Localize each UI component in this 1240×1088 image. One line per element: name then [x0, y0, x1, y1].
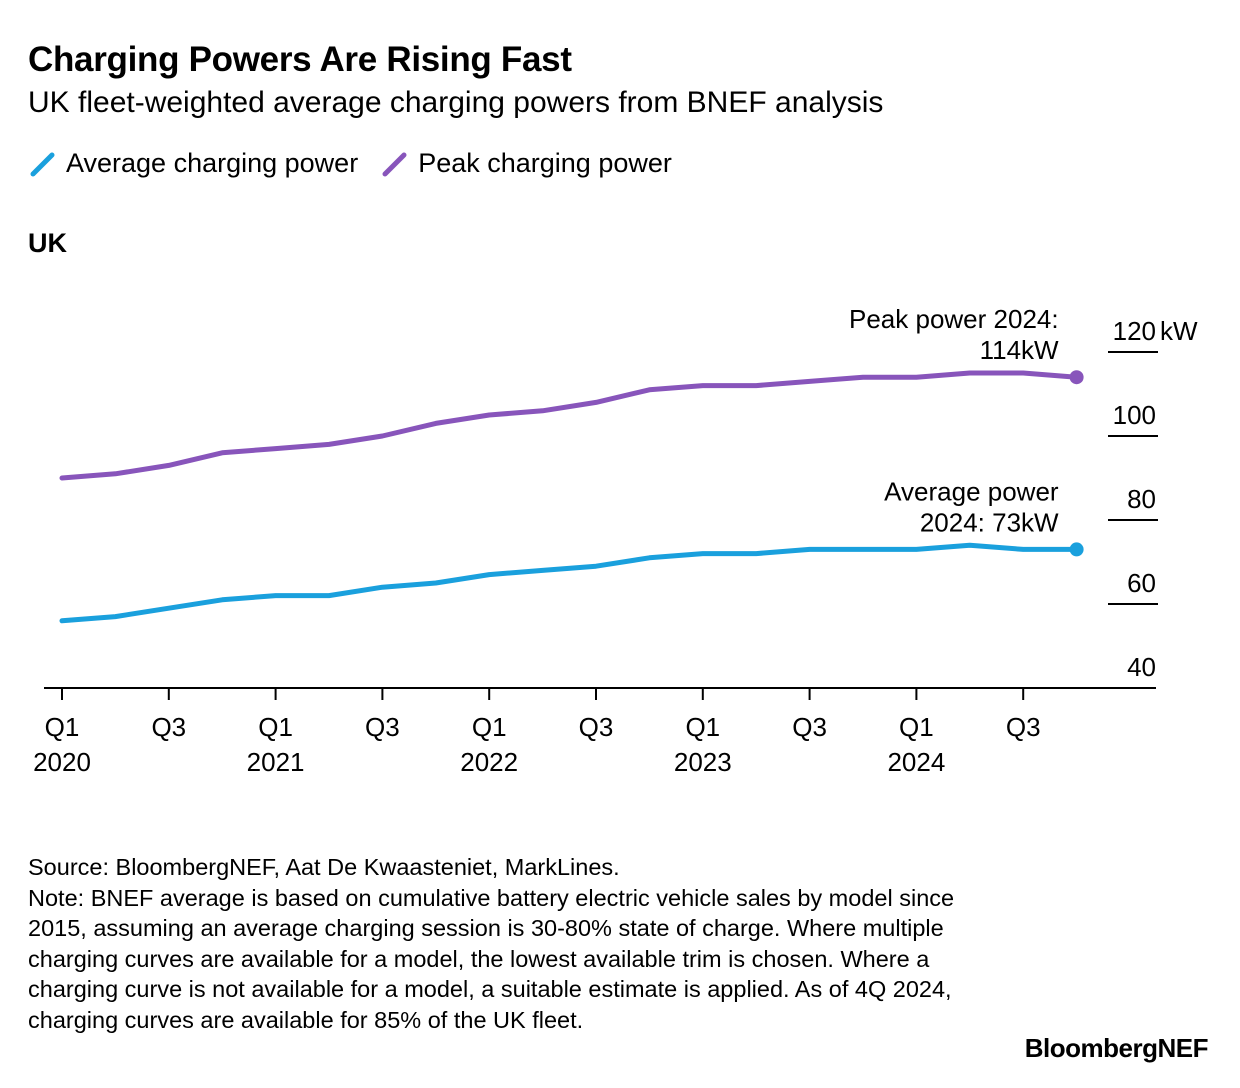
- panel-label: UK: [28, 228, 67, 258]
- legend-item-average: Average charging power: [28, 148, 358, 179]
- annotation-average-line-1: 2024: 73kW: [920, 507, 1059, 537]
- legend: Average charging power Peak charging pow…: [28, 148, 694, 179]
- x-tick-year-8: 2024: [887, 747, 945, 777]
- chart-subtitle: UK fleet-weighted average charging power…: [28, 86, 884, 119]
- series-line-peak: [59, 370, 1080, 481]
- legend-swatch-peak: [382, 152, 407, 176]
- note-text: Note: BNEF average is based on cumulativ…: [28, 884, 955, 1033]
- y-tick-label-40: 40: [1127, 652, 1156, 682]
- x-tick-label-1: Q3: [151, 712, 186, 742]
- x-tick-label-3: Q3: [365, 712, 400, 742]
- source-text: Source: BloombergNEF, Aat De Kwaasteniet…: [28, 854, 620, 880]
- end-marker-peak: [1069, 370, 1084, 385]
- y-tick-label-120: 120: [1113, 316, 1156, 346]
- end-marker-average: [1069, 542, 1084, 557]
- x-tick-label-2: Q1: [258, 712, 293, 742]
- y-tick-unit: kW: [1160, 316, 1198, 346]
- legend-label-peak: Peak charging power: [418, 148, 672, 178]
- x-tick-year-2: 2021: [247, 747, 305, 777]
- y-tick-label-80: 80: [1127, 484, 1156, 514]
- x-tick-label-5: Q3: [579, 712, 614, 742]
- legend-item-peak: Peak charging power: [380, 148, 672, 179]
- x-tick-year-6: 2023: [674, 747, 732, 777]
- x-tick-label-6: Q1: [685, 712, 720, 742]
- x-tick-label-7: Q3: [792, 712, 827, 742]
- annotation-average-line-0: Average power: [884, 476, 1059, 506]
- brand-logo: BloombergNEF: [1024, 1033, 1209, 1063]
- x-tick-label-0: Q1: [45, 712, 80, 742]
- series-line-average: [59, 542, 1080, 624]
- notes: Source: BloombergNEF, Aat De Kwaasteniet…: [28, 852, 988, 1035]
- annotation-peak-line-1: 114kW: [980, 335, 1059, 365]
- x-tick-label-4: Q1: [472, 712, 507, 742]
- x-tick-label-9: Q3: [1006, 712, 1041, 742]
- legend-swatch-average: [30, 152, 55, 176]
- x-tick-year-0: 2020: [33, 747, 91, 777]
- x-tick-year-4: 2022: [460, 747, 518, 777]
- annotation-peak-line-0: Peak power 2024:: [849, 304, 1059, 334]
- x-tick-label-8: Q1: [899, 712, 934, 742]
- chart-title: Charging Powers Are Rising Fast: [28, 40, 572, 79]
- legend-label-average: Average charging power: [66, 148, 359, 178]
- y-tick-label-100: 100: [1113, 400, 1156, 430]
- y-tick-label-60: 60: [1127, 568, 1156, 598]
